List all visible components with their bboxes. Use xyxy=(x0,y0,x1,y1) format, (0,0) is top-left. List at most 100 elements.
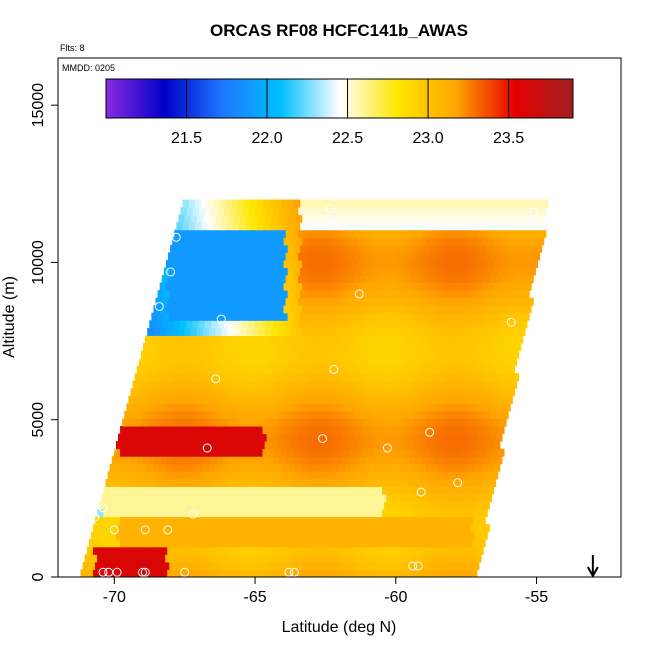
heatmap-cell xyxy=(411,290,419,299)
heatmap-cell xyxy=(180,297,187,306)
heatmap-cell xyxy=(175,403,183,412)
heatmap-cell xyxy=(316,478,323,487)
heatmap-cell xyxy=(492,244,499,253)
heatmap-cell xyxy=(353,410,361,419)
heatmap-cell xyxy=(359,433,367,442)
heatmap-cell xyxy=(465,297,472,306)
heatmap-cell xyxy=(299,448,307,457)
heatmap-cell xyxy=(469,214,477,223)
heatmap-cell xyxy=(182,358,189,367)
heatmap-cell xyxy=(233,282,241,291)
heatmap-cell xyxy=(435,448,443,457)
heatmap-cell xyxy=(126,448,133,457)
heatmap-cell xyxy=(192,410,200,419)
heatmap-cell xyxy=(343,312,351,321)
heatmap-cell xyxy=(475,305,483,314)
heatmap-cell xyxy=(359,524,367,533)
heatmap-cell xyxy=(370,350,377,359)
y-tick-label: 10000 xyxy=(30,240,47,285)
heatmap-cell xyxy=(539,229,547,238)
heatmap-cell xyxy=(306,358,313,367)
heatmap-cell xyxy=(276,486,284,495)
heatmap-cell xyxy=(212,471,220,480)
heatmap-cell xyxy=(409,207,417,216)
heatmap-cell xyxy=(192,207,200,216)
heatmap-cell xyxy=(295,554,302,563)
date-annotation: MMDD: 0205 xyxy=(62,63,115,73)
heatmap-cell xyxy=(207,267,214,276)
heatmap-cell xyxy=(279,410,286,419)
heatmap-cell xyxy=(382,395,390,404)
heatmap-cell xyxy=(442,312,450,321)
heatmap-cell xyxy=(412,531,420,540)
heatmap-cell xyxy=(382,237,390,246)
heatmap-cell xyxy=(347,388,354,397)
heatmap-cell xyxy=(262,561,269,570)
heatmap-cell xyxy=(273,342,280,352)
heatmap-cell xyxy=(295,486,303,495)
heatmap-cell xyxy=(179,456,187,465)
heatmap-cell xyxy=(310,275,318,284)
heatmap-cell xyxy=(221,350,229,359)
heatmap-cell xyxy=(382,463,389,472)
heatmap-cell xyxy=(260,524,267,533)
heatmap-cell xyxy=(415,229,423,238)
heatmap-cell xyxy=(364,259,371,268)
heatmap-cell xyxy=(425,463,433,472)
heatmap-cell xyxy=(297,546,305,555)
heatmap-cell xyxy=(186,410,193,419)
heatmap-cell xyxy=(458,456,466,465)
heatmap-cell xyxy=(281,358,288,367)
heatmap-cell xyxy=(450,554,457,563)
heatmap-cell xyxy=(357,373,365,382)
heatmap-cell xyxy=(394,305,402,314)
heatmap-cell xyxy=(285,207,293,216)
heatmap-cell xyxy=(264,554,271,563)
heatmap-cell xyxy=(328,297,336,306)
heatmap-cell xyxy=(217,388,224,397)
heatmap-cell xyxy=(502,229,510,238)
heatmap-cell xyxy=(306,312,313,321)
heatmap-cell xyxy=(250,403,257,412)
heatmap-cell xyxy=(242,342,249,352)
heatmap-cell xyxy=(400,463,408,472)
heatmap-cell xyxy=(165,305,173,314)
heatmap-cell xyxy=(266,456,274,465)
heatmap-cell xyxy=(262,358,270,367)
heatmap-cell xyxy=(355,290,363,299)
heatmap-cell xyxy=(454,267,462,276)
heatmap-cell xyxy=(134,463,142,472)
heatmap-cell xyxy=(494,237,501,246)
heatmap-cell xyxy=(371,569,379,577)
heatmap-cell xyxy=(311,516,319,525)
heatmap-cell xyxy=(439,524,447,533)
heatmap-cell xyxy=(338,441,346,450)
heatmap-cell xyxy=(343,199,351,208)
heatmap-cell xyxy=(169,312,177,321)
heatmap-cell xyxy=(367,403,375,412)
heatmap-cell xyxy=(324,222,332,231)
heatmap-cell xyxy=(504,244,512,253)
heatmap-cell xyxy=(235,365,243,374)
heatmap-cell xyxy=(431,509,439,518)
heatmap-cell xyxy=(500,282,507,291)
heatmap-cell xyxy=(101,539,108,548)
heatmap-cell xyxy=(470,501,478,510)
heatmap-cell xyxy=(407,350,414,359)
heatmap-cell xyxy=(366,297,373,306)
heatmap-cell xyxy=(407,259,415,268)
heatmap-cell xyxy=(463,327,470,336)
heatmap-cell xyxy=(281,199,289,208)
heatmap-cell xyxy=(448,426,456,435)
heatmap-cell xyxy=(363,350,371,359)
heatmap-cell xyxy=(146,463,154,472)
heatmap-cell xyxy=(376,237,384,246)
heatmap-cell xyxy=(479,267,487,276)
heatmap-cell xyxy=(196,554,203,563)
heatmap-cell xyxy=(464,410,472,419)
heatmap-cell xyxy=(123,569,131,577)
heatmap-cell xyxy=(240,305,247,314)
heatmap-cell xyxy=(285,501,292,510)
heatmap-cell xyxy=(479,471,486,480)
sample-point xyxy=(425,427,435,437)
